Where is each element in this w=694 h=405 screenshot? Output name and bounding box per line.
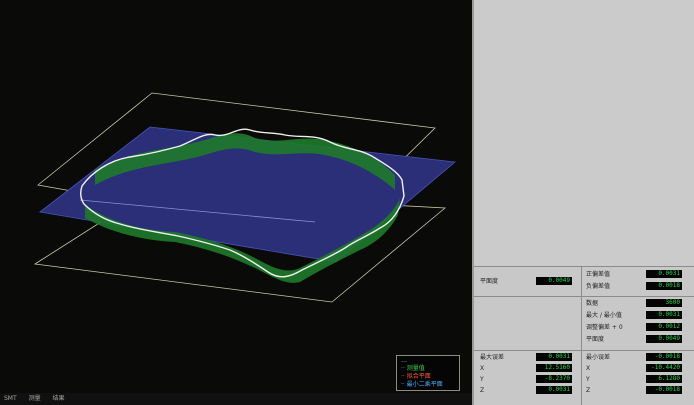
legend-item-measured: ·· 测量值 [401, 365, 425, 372]
flatness-surface-plot [33, 92, 456, 303]
max-error-z-value: 0.0031 [536, 386, 572, 394]
min-error-z-label: Z [586, 387, 591, 394]
max-min-label: 最大 / 最小值 [586, 312, 622, 319]
flatness-result-label: 平面度 [586, 336, 605, 343]
divider-vertical [581, 266, 582, 405]
status-item-2: 结果 [52, 395, 65, 402]
measured-profile [79, 128, 405, 278]
status-item-0: SMT [4, 395, 17, 402]
negative-deviation-label: 负偏差值 [586, 283, 611, 290]
positive-deviation-value: 0.0031 [646, 270, 682, 278]
divider-top [474, 266, 694, 267]
divider-bottom [474, 350, 694, 351]
data-count-label: 数据 [586, 300, 599, 307]
legend-item-0: … [401, 357, 407, 364]
flatness-label: 平面度 [480, 278, 499, 285]
adjust-deviation-label: 调整偏差 + 0 [586, 324, 623, 331]
max-error-x-value: 12.5160 [536, 364, 572, 372]
flatness-result-value: 0.0049 [646, 335, 682, 343]
plot-legend: … ·· 测量值 ·· 拟合平面 ·· 最小二乘平面 [396, 355, 460, 391]
data-count-value: 3600 [646, 299, 682, 307]
blank-info-area [474, 0, 694, 266]
min-error-title: 最小误差 [586, 354, 611, 361]
min-error-y-label: Y [586, 376, 590, 383]
results-panel: 平面度 0.0049 正偏差值 0.0031 负偏差值 0.0018 数据 36… [472, 0, 694, 405]
plane-edge-line [79, 199, 316, 223]
deviation-fill-back [95, 133, 395, 190]
deviation-fill-front [85, 198, 400, 283]
min-error-z-value: -0.0018 [646, 386, 682, 394]
legend-item-least-squares: ·· 最小二乘平面 [401, 381, 443, 388]
max-error-y-value: -8.2370 [536, 375, 572, 383]
max-error-y-label: Y [480, 376, 484, 383]
divider-mid [474, 296, 694, 297]
min-error-x-value: -10.4420 [646, 364, 682, 372]
max-error-title-value: 0.0031 [536, 353, 572, 361]
max-error-x-label: X [480, 365, 485, 372]
positive-deviation-label: 正偏差值 [586, 271, 611, 278]
status-item-1: 测量 [28, 395, 41, 402]
3d-viewport[interactable]: … ·· 测量值 ·· 拟合平面 ·· 最小二乘平面 SMT 测量 结果 [0, 0, 472, 405]
min-error-y-value: 6.1280 [646, 375, 682, 383]
status-bar: SMT 测量 结果 [0, 393, 472, 405]
flatness-value: 0.0049 [536, 277, 572, 285]
min-error-x-label: X [586, 365, 591, 372]
min-error-title-value: -0.0018 [646, 353, 682, 361]
max-error-title: 最大误差 [480, 354, 505, 361]
negative-deviation-value: 0.0018 [646, 282, 682, 290]
max-min-value: 0.0031 [646, 311, 682, 319]
max-error-z-label: Z [480, 387, 485, 394]
adjust-deviation-value: 0.0012 [646, 323, 682, 331]
legend-item-fit: ·· 拟合平面 [401, 373, 431, 380]
